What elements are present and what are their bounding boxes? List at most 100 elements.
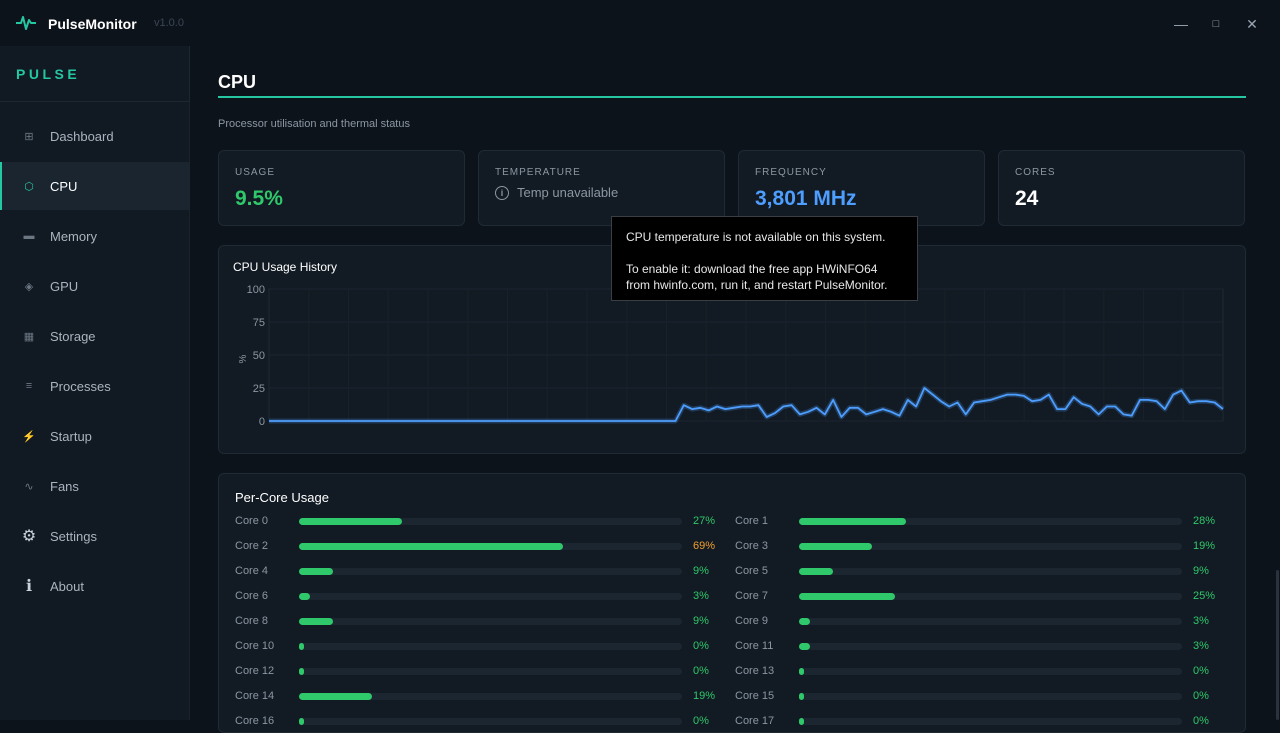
- sidebar-item-processes[interactable]: ≡ Processes: [0, 362, 190, 410]
- gpu-icon: ◈: [24, 280, 34, 293]
- title-bar: PulseMonitor v1.0.0 — □ ✕: [0, 0, 1280, 46]
- core-row: Core 16 0%: [235, 712, 715, 732]
- core-bar-track: [299, 693, 682, 700]
- core-percent: 19%: [1193, 540, 1216, 552]
- core-bar-track: [299, 543, 682, 550]
- core-row: Core 6 3%: [235, 587, 715, 607]
- core-bar-track: [299, 593, 682, 600]
- core-row: Core 13 0%: [735, 662, 1215, 682]
- temperature-label: TEMPERATURE: [495, 167, 581, 178]
- close-button[interactable]: ✕: [1246, 15, 1258, 32]
- core-row: Core 14 19%: [235, 687, 715, 707]
- core-row: Core 2 69%: [235, 537, 715, 557]
- sidebar-item-fans[interactable]: ∿ Fans: [0, 462, 190, 510]
- core-percent: 28%: [1193, 515, 1216, 527]
- info-icon[interactable]: i: [495, 185, 509, 200]
- core-bar-track: [799, 643, 1182, 650]
- core-bar-track: [299, 643, 682, 650]
- cores-card: CORES 24: [998, 150, 1245, 226]
- tooltip-line-1: CPU temperature is not available on this…: [626, 230, 886, 244]
- title-divider: [218, 96, 1246, 98]
- sidebar-item-storage[interactable]: ▦ Storage: [0, 312, 190, 360]
- frequency-card: FREQUENCY 3,801 MHz: [738, 150, 985, 226]
- y-tick-label: 50: [253, 350, 265, 362]
- core-label: Core 13: [735, 665, 775, 677]
- core-bar-track: [799, 668, 1182, 675]
- core-bar-track: [799, 543, 1182, 550]
- gear-icon: ⚙: [21, 528, 37, 545]
- cores-value: 24: [1015, 187, 1039, 210]
- core-bar-fill: [299, 693, 372, 700]
- core-percent: 9%: [1193, 565, 1209, 577]
- sidebar-item-label: Processes: [50, 378, 111, 394]
- core-bar-track: [299, 618, 682, 625]
- core-percent: 3%: [693, 590, 709, 602]
- core-bar-fill: [299, 618, 334, 625]
- sidebar-item-label: GPU: [50, 278, 79, 294]
- y-axis-label: %: [238, 354, 249, 363]
- grid-icon: ⊞: [24, 130, 34, 143]
- tooltip-line-2: To enable it: download the free app HWiN…: [626, 262, 888, 292]
- sidebar-item-label: Memory: [50, 228, 97, 244]
- sidebar-item-label: Settings: [50, 528, 97, 544]
- per-core-title: Per-Core Usage: [235, 490, 329, 505]
- temperature-card[interactable]: TEMPERATURE i Temp unavailable: [478, 150, 725, 226]
- list-icon: ≡: [25, 380, 33, 392]
- core-bar-fill: [299, 668, 304, 675]
- core-row: Core 11 3%: [735, 637, 1215, 657]
- sidebar-item-label: About: [50, 578, 84, 594]
- page-title: CPU: [218, 72, 257, 92]
- history-title: CPU Usage History: [233, 260, 338, 274]
- cores-label: CORES: [1015, 167, 1056, 178]
- temperature-status[interactable]: i Temp unavailable: [495, 185, 618, 200]
- sidebar-item-startup[interactable]: ⚡ Startup: [0, 412, 190, 460]
- usage-value: 9.5%: [235, 187, 283, 210]
- core-percent: 27%: [693, 515, 716, 527]
- sidebar-item-dashboard[interactable]: ⊞ Dashboard: [0, 112, 190, 160]
- sidebar-item-settings[interactable]: ⚙ Settings: [0, 512, 190, 560]
- core-percent: 0%: [1193, 715, 1209, 727]
- app-version: v1.0.0: [154, 17, 184, 29]
- minimize-button[interactable]: —: [1174, 16, 1188, 32]
- memory-icon: ▬: [23, 230, 35, 242]
- y-tick-label: 75: [253, 317, 265, 329]
- usage-card: USAGE 9.5%: [218, 150, 465, 226]
- core-label: Core 14: [235, 690, 275, 702]
- core-percent: 0%: [693, 665, 709, 677]
- sidebar: PULSE ⊞ Dashboard ⬡ CPU ▬ Memory ◈ GPU ▦ Storage ≡…: [0, 46, 190, 720]
- core-row: Core 17 0%: [735, 712, 1215, 732]
- core-row: Core 9 3%: [735, 612, 1215, 632]
- core-percent: 19%: [693, 690, 716, 702]
- cpu-usage-series-line: [269, 387, 1224, 422]
- core-label: Core 7: [735, 590, 769, 602]
- sidebar-item-memory[interactable]: ▬ Memory: [0, 212, 190, 260]
- core-bar-track: [299, 518, 682, 525]
- fan-icon: ∿: [24, 480, 34, 493]
- core-bar-track: [299, 718, 682, 725]
- sidebar-item-cpu[interactable]: ⬡ CPU: [0, 162, 190, 210]
- sidebar-item-label: Dashboard: [50, 128, 114, 144]
- sidebar-item-gpu[interactable]: ◈ GPU: [0, 262, 190, 310]
- core-row: Core 5 9%: [735, 562, 1215, 582]
- scrollbar[interactable]: [1276, 570, 1279, 720]
- core-row: Core 1 28%: [735, 512, 1215, 532]
- core-percent: 0%: [693, 640, 709, 652]
- core-bar-track: [799, 518, 1182, 525]
- y-tick-label: 25: [253, 383, 265, 395]
- core-label: Core 11: [735, 640, 774, 652]
- y-tick-label: 0: [259, 416, 265, 428]
- maximize-button[interactable]: □: [1212, 18, 1220, 30]
- core-row: Core 8 9%: [235, 612, 715, 632]
- info-icon: ℹ: [25, 578, 33, 595]
- core-bar-fill: [299, 518, 403, 525]
- cpu-usage-chart: 100 75 50 25 0%: [238, 284, 1225, 428]
- core-bar-fill: [799, 593, 895, 600]
- core-row: Core 4 9%: [235, 562, 715, 582]
- core-bar-fill: [799, 618, 811, 625]
- core-row: Core 10 0%: [235, 637, 715, 657]
- core-label: Core 17: [735, 715, 775, 727]
- core-label: Core 4: [235, 565, 269, 577]
- pulse-logo-icon: [16, 16, 36, 30]
- core-label: Core 8: [235, 615, 269, 627]
- sidebar-item-about[interactable]: ℹ About: [0, 562, 190, 610]
